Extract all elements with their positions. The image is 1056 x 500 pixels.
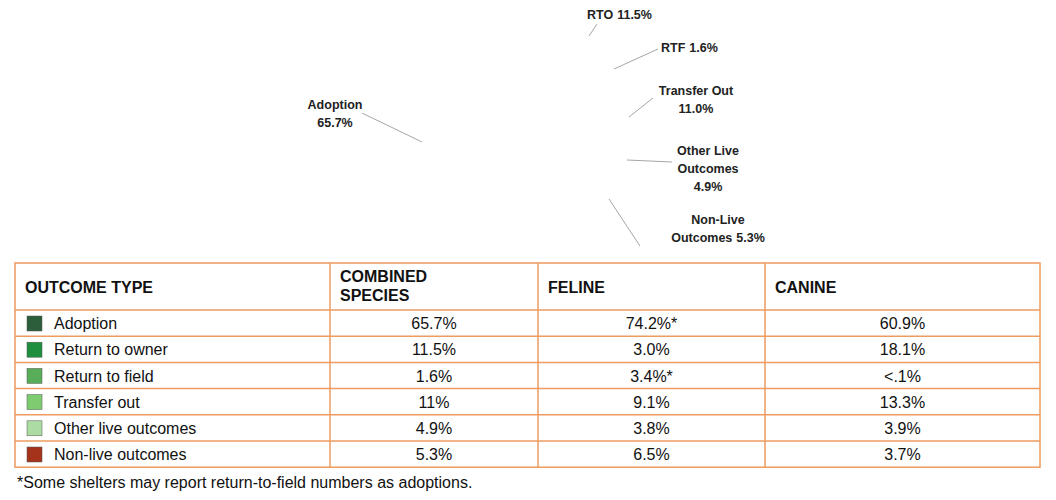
table-cell: 74.2%* xyxy=(626,315,678,332)
slice-label-value: 5.3% xyxy=(736,231,765,245)
table-cell: 3.8% xyxy=(633,420,669,437)
table-cell: 11.5% xyxy=(412,341,456,358)
leader-line xyxy=(629,98,653,117)
table-cell: 65.7% xyxy=(411,315,456,332)
slice-label: Transfer Out 11.0% xyxy=(659,84,734,116)
figure: Adoption65.7%RTO11.5%RTF1.6%Transfer Out… xyxy=(0,0,1056,500)
table-cell: 3.0% xyxy=(633,341,669,358)
leader-line xyxy=(362,113,422,142)
leader-line xyxy=(589,24,597,36)
table-cell: 6.5% xyxy=(633,446,669,463)
table-rule xyxy=(15,440,1040,442)
table-rule xyxy=(329,263,331,467)
slice-label-value: 4.9% xyxy=(694,180,723,194)
row-label: Return to field xyxy=(54,368,154,385)
column-header-line: SPECIES xyxy=(340,287,410,304)
slice-label-value: 65.7% xyxy=(317,116,352,130)
table-cell: 13.3% xyxy=(880,394,925,411)
slice-label-name: Outcomes xyxy=(671,231,732,245)
slice-label-name: Outcomes xyxy=(677,162,738,176)
color-swatch xyxy=(27,395,42,410)
leader-line xyxy=(627,160,672,162)
table-rule xyxy=(764,263,766,467)
slice-label: RTO 11.5% xyxy=(587,8,652,22)
table-rule xyxy=(15,414,1040,416)
row-label: Adoption xyxy=(54,315,117,332)
slice-label-name: RTO xyxy=(587,8,613,22)
table-cell: 3.9% xyxy=(884,420,920,437)
color-swatch xyxy=(27,316,42,331)
table-cell: 60.9% xyxy=(880,315,925,332)
slice-label-value: 11.5% xyxy=(617,8,652,22)
slice-label: Other Live Outcomes 4.9% xyxy=(677,144,739,194)
row-label: Other live outcomes xyxy=(54,420,196,437)
table-rule xyxy=(15,362,1040,364)
leader-line xyxy=(614,49,658,69)
table-cell: 1.6% xyxy=(416,368,452,385)
row-label: Transfer out xyxy=(54,394,140,411)
table: OUTCOME TYPE COMBINED SPECIES FELINE CANINE A… xyxy=(15,263,1040,467)
slice-label: RTF1.6% xyxy=(661,41,718,55)
slice-label: Non-Live Outcomes 5.3% xyxy=(671,213,765,245)
table-cell: 18.1% xyxy=(880,341,925,358)
color-swatch xyxy=(27,421,42,436)
column-header: CANINE xyxy=(775,279,837,296)
table-cell: 9.1% xyxy=(633,394,669,411)
row-label: Return to owner xyxy=(54,341,169,358)
data-labels: Adoption 65.7% RTO 11.5% RTF1.6% Transfer Out… xyxy=(308,8,765,246)
slice-label-name: RTF xyxy=(661,41,686,55)
table-cell: <.1% xyxy=(884,368,921,385)
table-cell: 3.4%* xyxy=(630,368,673,385)
slice-label-name: Other Live xyxy=(677,144,739,158)
table-cell: 4.9% xyxy=(416,420,452,437)
column-header: OUTCOME TYPE xyxy=(25,279,153,296)
color-swatch xyxy=(27,368,42,383)
table-rule xyxy=(15,335,1040,337)
slice-label-name: Non-Live xyxy=(691,213,745,227)
color-swatch xyxy=(27,447,42,462)
row-label: Non-live outcomes xyxy=(54,446,187,463)
slice-label: Adoption 65.7% xyxy=(308,98,363,130)
leader-line xyxy=(609,199,640,246)
table-cell: 3.7% xyxy=(884,446,920,463)
column-header: COMBINED SPECIES xyxy=(340,268,427,304)
column-header: FELINE xyxy=(548,279,605,296)
table-rule xyxy=(537,263,539,467)
slice-label-name: Transfer Out xyxy=(659,84,734,98)
color-swatch xyxy=(27,342,42,357)
table-rule xyxy=(15,388,1040,390)
table-rule xyxy=(15,309,1040,311)
column-header-line: COMBINED xyxy=(340,268,427,285)
table-cell: 11% xyxy=(419,394,450,411)
slice-label-value: 1.6% xyxy=(689,41,718,55)
footnote: *Some shelters may report return-to-fiel… xyxy=(17,474,472,491)
table-border xyxy=(15,263,1040,467)
slice-label-name: Adoption xyxy=(308,98,363,112)
slice-label-value: 11.0% xyxy=(679,102,714,116)
table-cell: 5.3% xyxy=(416,446,452,463)
